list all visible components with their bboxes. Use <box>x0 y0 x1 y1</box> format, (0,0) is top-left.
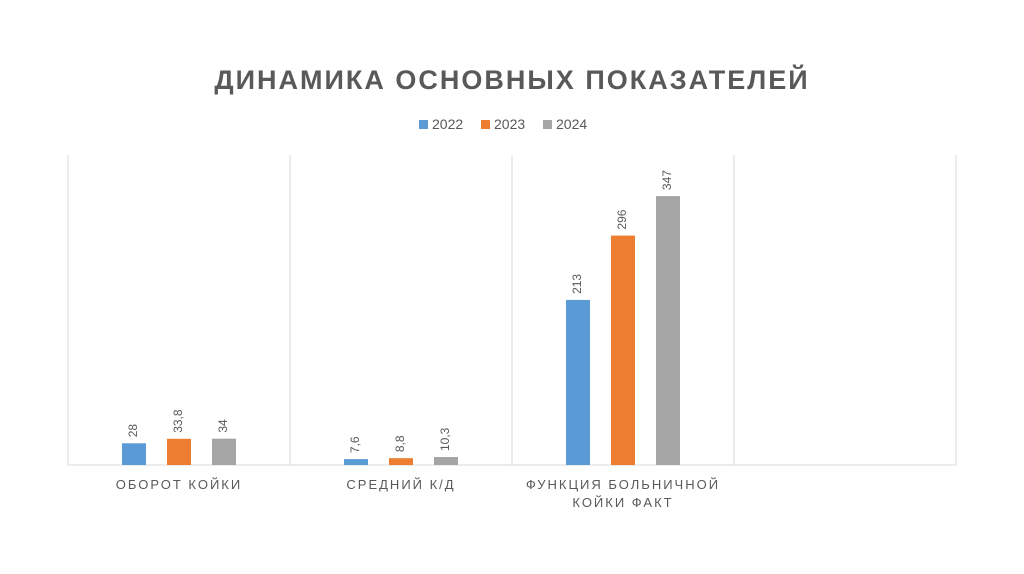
bar <box>167 438 191 465</box>
x-tick-label: ФУНКЦИЯ БОЛЬНИЧНОЙ КОЙКИ ФАКТ <box>525 477 721 510</box>
legend-swatch <box>419 120 428 129</box>
bar <box>434 457 458 465</box>
bar <box>389 458 413 465</box>
value-label: 33,8 <box>171 409 185 433</box>
legend-swatch <box>481 120 490 129</box>
bar <box>566 299 590 465</box>
legend-swatch <box>543 120 552 129</box>
legend-label: 2023 <box>494 116 525 132</box>
x-tick-label: ОБОРОТ КОЙКИ <box>115 477 243 492</box>
value-label: 28 <box>126 424 140 438</box>
value-label: 34 <box>216 419 230 433</box>
value-label: 8,8 <box>393 435 407 452</box>
legend-label: 2022 <box>432 116 463 132</box>
bar <box>212 438 236 465</box>
value-label: 10,3 <box>438 427 452 451</box>
chart-title: ДИНАМИКА ОСНОВНЫХ ПОКАЗАТЕЛЕЙ <box>214 64 809 95</box>
legend-label: 2024 <box>556 116 587 132</box>
bar <box>122 443 146 465</box>
value-label: 347 <box>660 170 674 190</box>
bar <box>344 459 368 465</box>
bar <box>611 235 635 465</box>
x-tick-label: СРЕДНИЙ К/Д <box>346 477 456 492</box>
bar <box>656 196 680 465</box>
value-label: 7,6 <box>348 436 362 453</box>
value-label: 296 <box>615 209 629 229</box>
value-label: 213 <box>570 274 584 294</box>
